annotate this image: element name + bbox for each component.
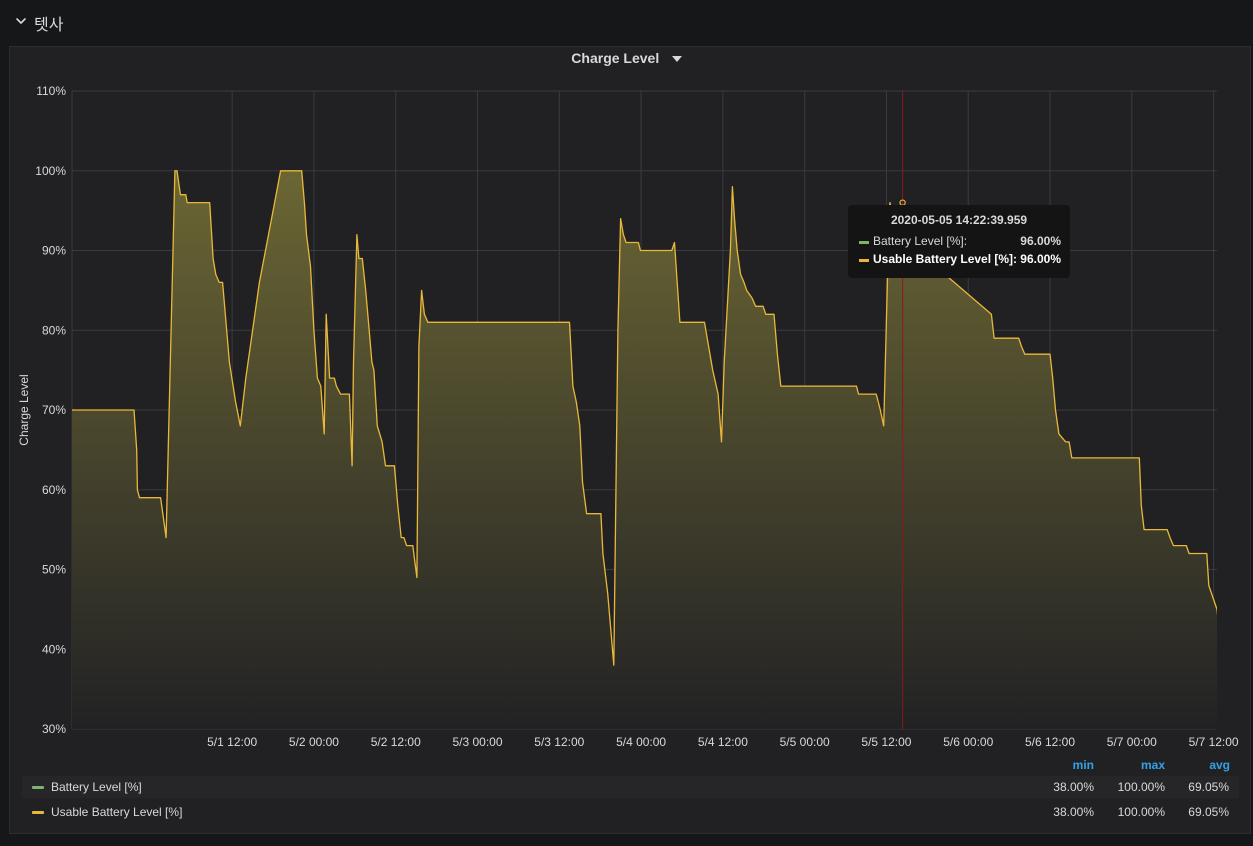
tooltip-value: 96.00% (1020, 234, 1061, 248)
x-tick-label: 5/7 00:00 (1107, 735, 1157, 749)
y-tick-label: 50% (42, 563, 66, 577)
panel-header[interactable]: Charge Level (0, 50, 1253, 68)
y-tick-label: 70% (42, 403, 66, 417)
tooltip-name: Usable Battery Level [%]: (873, 252, 1018, 266)
tooltip-row-usable-battery-level: Usable Battery Level [%]: 96.00% (859, 252, 1061, 268)
legend-label[interactable]: Usable Battery Level [%] (51, 805, 183, 819)
tooltip-row-battery-level: Battery Level [%]: 96.00% (859, 234, 1061, 250)
tooltip-value: 96.00% (1020, 252, 1061, 266)
legend-item-battery-level[interactable]: Battery Level [%] 38.00% 100.00% 69.05% (22, 776, 1239, 798)
row-header[interactable]: 텟사 (0, 0, 1253, 44)
series-area (72, 170, 1217, 729)
chevron-down-icon[interactable] (14, 14, 28, 28)
x-tick-label: 5/3 12:00 (534, 735, 584, 749)
y-tick-label: 90% (42, 244, 66, 258)
x-tick-label: 5/3 00:00 (452, 735, 502, 749)
legend-avg: 69.05% (1188, 805, 1229, 819)
chart-tooltip: 2020-05-05 14:22:39.959 Battery Level [%… (848, 205, 1070, 278)
x-tick-label: 5/6 12:00 (1025, 735, 1075, 749)
legend-max: 100.00% (1117, 805, 1165, 819)
legend-max: 100.00% (1117, 780, 1165, 794)
x-tick-label: 5/1 12:00 (207, 735, 257, 749)
panel-title[interactable]: Charge Level (571, 50, 660, 66)
legend-min: 38.00% (1053, 805, 1094, 819)
x-tick-label: 5/4 12:00 (698, 735, 748, 749)
tooltip-swatch (859, 241, 869, 244)
tooltip-swatch (859, 259, 869, 262)
x-tick-label: 5/6 00:00 (943, 735, 993, 749)
x-tick-label: 5/4 00:00 (616, 735, 666, 749)
legend-avg: 69.05% (1188, 780, 1229, 794)
caret-down-icon[interactable] (671, 55, 682, 62)
legend-header-min[interactable]: min (1072, 758, 1094, 772)
x-tick-label: 5/2 12:00 (371, 735, 421, 749)
y-tick-label: 40% (42, 642, 66, 656)
x-tick-label: 5/7 12:00 (1189, 735, 1239, 749)
legend-min: 38.00% (1053, 780, 1094, 794)
y-tick-label: 110% (36, 84, 66, 98)
legend-swatch[interactable] (32, 811, 44, 814)
series-line (72, 170, 1217, 666)
legend-header-avg[interactable]: avg (1209, 758, 1230, 772)
x-tick-label: 5/5 12:00 (861, 735, 911, 749)
y-tick-label: 100% (35, 164, 66, 178)
row-title[interactable]: 텟사 (34, 17, 64, 34)
tooltip-time: 2020-05-05 14:22:39.959 (890, 213, 1028, 227)
y-tick-label: 30% (42, 722, 66, 736)
x-tick-label: 5/2 00:00 (289, 735, 339, 749)
legend-header-max[interactable]: max (1140, 758, 1165, 772)
legend-label[interactable]: Battery Level [%] (51, 780, 142, 794)
y-tick-label: 60% (42, 483, 66, 497)
tooltip-name: Battery Level [%]: (873, 234, 968, 248)
y-axis-title: Charge Level (17, 374, 31, 445)
y-tick-label: 80% (42, 323, 66, 337)
legend-item-usable-battery-level[interactable]: Usable Battery Level [%] 38.00% 100.00% … (22, 801, 1239, 823)
legend-swatch[interactable] (32, 786, 44, 789)
x-tick-label: 5/5 00:00 (780, 735, 830, 749)
